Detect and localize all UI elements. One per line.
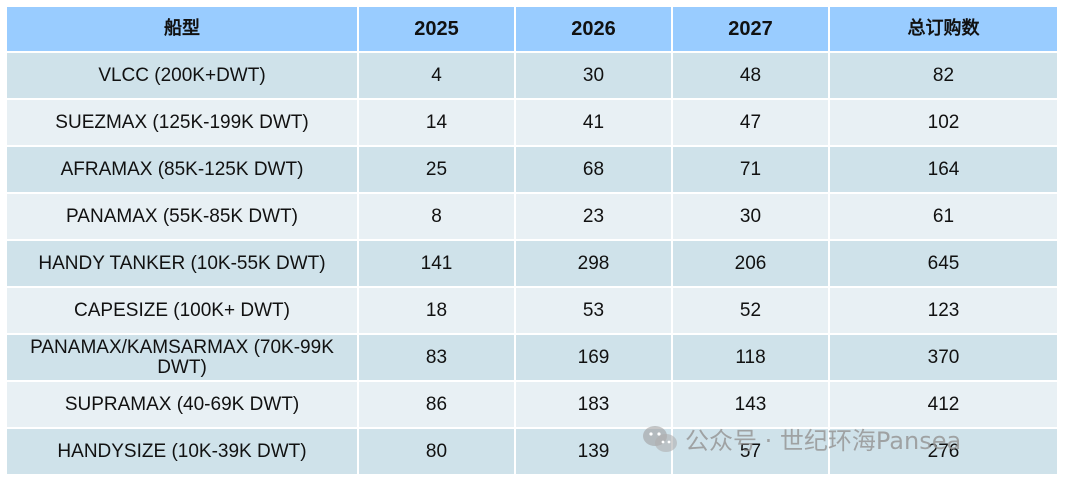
- year-value-cell: 83: [359, 335, 514, 380]
- header-total-orders: 总订购数: [830, 7, 1057, 51]
- table-row: PANAMAX (55K-85K DWT) 8 23 30 61: [7, 194, 1057, 239]
- total-cell: 102: [830, 100, 1057, 145]
- year-value-cell: 53: [516, 288, 671, 333]
- ship-type-cell: PANAMAX/KAMSARMAX (70K-99K DWT): [7, 335, 357, 380]
- year-value-cell: 47: [673, 100, 828, 145]
- ship-type-cell: PANAMAX (55K-85K DWT): [7, 194, 357, 239]
- year-value-cell: 80: [359, 429, 514, 474]
- table-row: HANDY TANKER (10K-55K DWT) 141 298 206 645: [7, 241, 1057, 286]
- year-value-cell: 118: [673, 335, 828, 380]
- table-row: PANAMAX/KAMSARMAX (70K-99K DWT) 83 169 118 3…: [7, 335, 1057, 380]
- year-value-cell: 57: [673, 429, 828, 474]
- year-value-cell: 139: [516, 429, 671, 474]
- year-value-cell: 71: [673, 147, 828, 192]
- year-value-cell: 52: [673, 288, 828, 333]
- total-cell: 276: [830, 429, 1057, 474]
- ship-type-cell: CAPESIZE (100K+ DWT): [7, 288, 357, 333]
- year-value-cell: 141: [359, 241, 514, 286]
- year-value-cell: 23: [516, 194, 671, 239]
- year-value-cell: 143: [673, 382, 828, 427]
- year-value-cell: 8: [359, 194, 514, 239]
- total-cell: 61: [830, 194, 1057, 239]
- year-value-cell: 4: [359, 53, 514, 98]
- header-2027: 2027: [673, 7, 828, 51]
- orderbook-table: 船型 2025 2026 2027 总订购数 VLCC (200K+DWT) 4 3…: [5, 5, 1059, 476]
- year-value-cell: 30: [516, 53, 671, 98]
- total-cell: 412: [830, 382, 1057, 427]
- ship-type-cell: VLCC (200K+DWT): [7, 53, 357, 98]
- year-value-cell: 206: [673, 241, 828, 286]
- total-cell: 82: [830, 53, 1057, 98]
- ship-type-cell: SUPRAMAX (40-69K DWT): [7, 382, 357, 427]
- total-cell: 123: [830, 288, 1057, 333]
- table-row: CAPESIZE (100K+ DWT) 18 53 52 123: [7, 288, 1057, 333]
- table-row: VLCC (200K+DWT) 4 30 48 82: [7, 53, 1057, 98]
- table-header-row: 船型 2025 2026 2027 总订购数: [7, 7, 1057, 51]
- year-value-cell: 18: [359, 288, 514, 333]
- total-cell: 370: [830, 335, 1057, 380]
- header-ship-type: 船型: [7, 7, 357, 51]
- table-row: HANDYSIZE (10K-39K DWT) 80 139 57 276: [7, 429, 1057, 474]
- year-value-cell: 183: [516, 382, 671, 427]
- header-2025: 2025: [359, 7, 514, 51]
- table-row: AFRAMAX (85K-125K DWT) 25 68 71 164: [7, 147, 1057, 192]
- year-value-cell: 68: [516, 147, 671, 192]
- ship-type-cell: HANDYSIZE (10K-39K DWT): [7, 429, 357, 474]
- year-value-cell: 14: [359, 100, 514, 145]
- total-cell: 645: [830, 241, 1057, 286]
- ship-type-cell: AFRAMAX (85K-125K DWT): [7, 147, 357, 192]
- year-value-cell: 86: [359, 382, 514, 427]
- year-value-cell: 25: [359, 147, 514, 192]
- table-body: VLCC (200K+DWT) 4 30 48 82 SUEZMAX (125K-199K…: [7, 53, 1057, 474]
- table-row: SUEZMAX (125K-199K DWT) 14 41 47 102: [7, 100, 1057, 145]
- table-row: SUPRAMAX (40-69K DWT) 86 183 143 412: [7, 382, 1057, 427]
- ship-type-cell: SUEZMAX (125K-199K DWT): [7, 100, 357, 145]
- header-2026: 2026: [516, 7, 671, 51]
- year-value-cell: 48: [673, 53, 828, 98]
- total-cell: 164: [830, 147, 1057, 192]
- ship-type-cell: HANDY TANKER (10K-55K DWT): [7, 241, 357, 286]
- year-value-cell: 30: [673, 194, 828, 239]
- year-value-cell: 41: [516, 100, 671, 145]
- year-value-cell: 298: [516, 241, 671, 286]
- year-value-cell: 169: [516, 335, 671, 380]
